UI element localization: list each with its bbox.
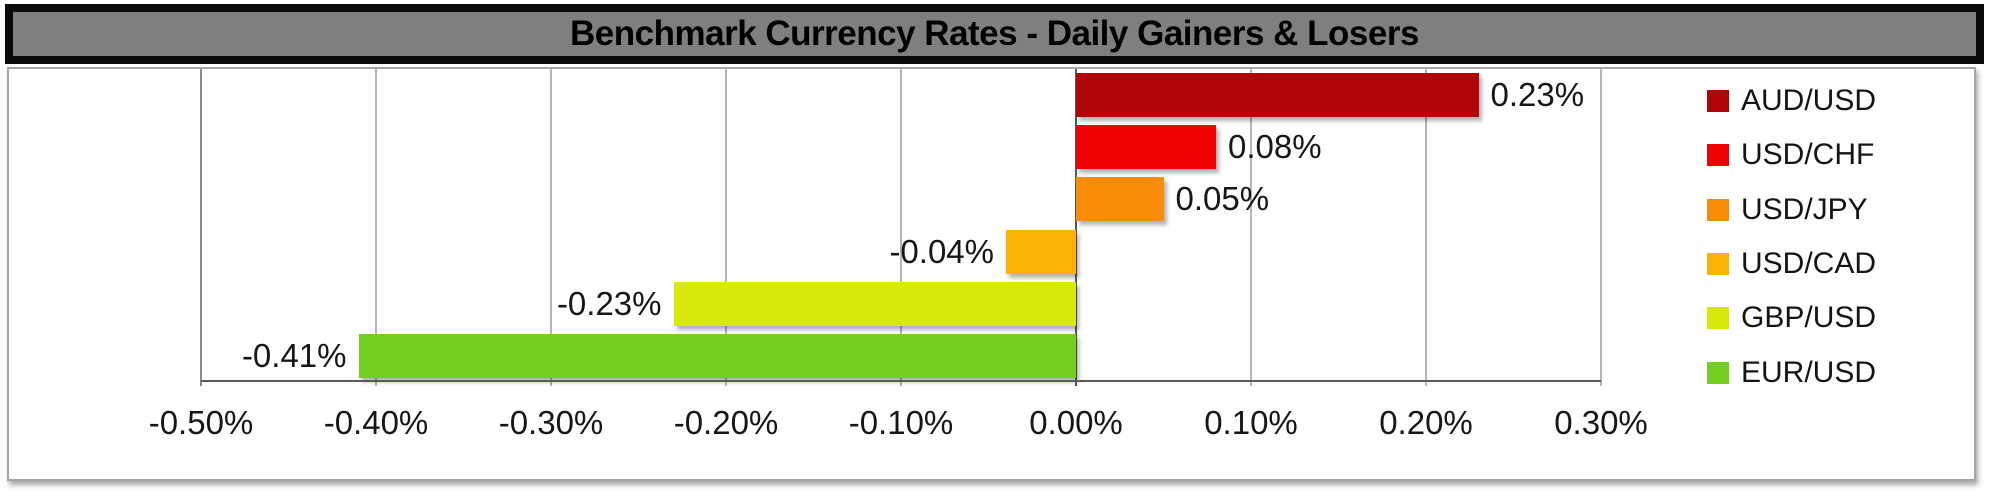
legend-item-usd-cad: USD/CAD [1707,246,1877,280]
data-label-eur-usd: -0.41% [241,336,347,374]
gridline--0.20 [725,69,727,386]
legend-swatch-usd-chf [1707,144,1729,167]
legend-label: USD/CHF [1741,138,1875,172]
legend-label: GBP/USD [1741,301,1877,335]
legend-swatch-usd-cad [1707,252,1729,275]
legend-swatch-aud-usd [1707,90,1729,112]
bar-usd-cad [1006,229,1076,274]
legend-swatch-usd-jpy [1707,198,1729,221]
data-label-usd-cad: -0.04% [889,232,994,270]
x-tick-label: 0.10% [1204,404,1298,441]
legend-swatch-gbp-usd [1707,307,1729,330]
x-tick-label: 0.20% [1379,404,1473,441]
x-tick-label: -0.40% [323,404,429,441]
gridline-0.10 [1250,69,1252,386]
bar-eur-usd [358,333,1076,378]
legend-label: EUR/USD [1741,355,1877,389]
x-tick-label: -0.20% [673,404,779,441]
x-tick-label: -0.10% [848,404,954,441]
data-label-gbp-usd: -0.23% [556,284,662,322]
legend-label: AUD/USD [1741,84,1877,117]
gridline--0.50 [200,69,202,386]
chart-title-bar: Benchmark Currency Rates - Daily Gainers… [5,4,1984,64]
legend-item-eur-usd: EUR/USD [1707,355,1877,389]
data-label-aud-usd: 0.23% [1490,76,1585,114]
gridline-0.20 [1425,69,1427,386]
bar-gbp-usd [673,281,1076,326]
x-tick-label: 0.00% [1029,404,1123,441]
chart-title: Benchmark Currency Rates - Daily Gainers… [570,14,1419,53]
bar-usd-chf [1076,125,1216,170]
chart-frame [7,67,1976,481]
x-tick-label: -0.30% [498,404,604,441]
legend-label: USD/JPY [1741,192,1868,226]
x-tick-label: -0.50% [148,404,254,441]
gridline-0.30 [1600,69,1602,386]
legend-item-gbp-usd: GBP/USD [1707,301,1877,335]
x-axis-line [201,380,1601,382]
data-label-usd-jpy: 0.05% [1175,180,1270,218]
bar-usd-jpy [1076,177,1164,222]
gridline--0.10 [900,69,902,386]
gridline--0.40 [375,69,377,386]
gridline-0.00 [1075,69,1077,386]
x-tick-label: 0.30% [1554,404,1648,441]
legend-swatch-eur-usd [1707,361,1729,384]
legend-item-aud-usd: AUD/USD [1707,84,1877,117]
gridline--0.30 [550,69,552,386]
data-label-usd-chf: 0.08% [1228,128,1322,166]
legend-label: USD/CAD [1741,246,1877,280]
legend-item-usd-chf: USD/CHF [1707,138,1875,172]
legend-item-usd-jpy: USD/JPY [1707,192,1868,226]
bar-aud-usd [1076,73,1479,118]
